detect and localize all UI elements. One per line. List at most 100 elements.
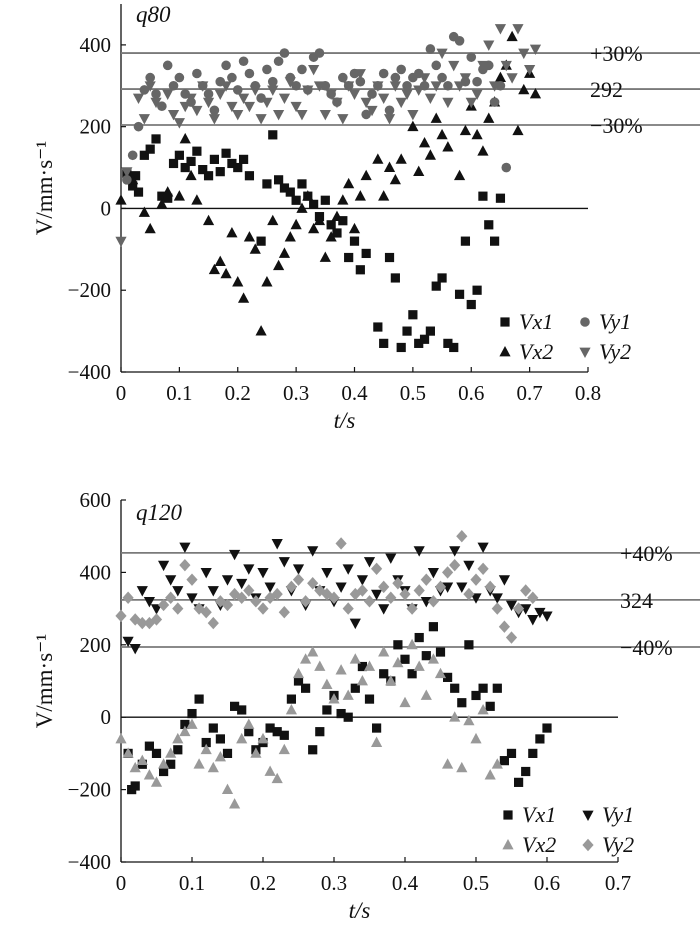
data-point	[442, 582, 454, 593]
data-point	[373, 322, 383, 332]
series-vx2	[115, 638, 503, 809]
data-point	[262, 64, 272, 75]
data-point	[418, 73, 431, 84]
data-point	[541, 611, 553, 622]
data-point	[325, 89, 337, 100]
data-point	[454, 289, 465, 299]
data-point	[349, 653, 361, 664]
y-tick-label: −400	[68, 360, 111, 384]
data-point	[157, 191, 167, 201]
legend-marker	[499, 346, 511, 357]
data-point	[158, 598, 170, 612]
reference-line-label: +40%	[620, 541, 673, 566]
data-point	[498, 575, 510, 586]
data-point	[159, 766, 169, 777]
data-point	[460, 236, 471, 246]
data-point	[413, 546, 425, 557]
data-point	[383, 161, 396, 172]
x-tick-label: 0.5	[400, 381, 426, 405]
data-point	[315, 727, 325, 737]
data-point	[197, 81, 209, 92]
data-point	[158, 560, 170, 572]
data-point	[354, 69, 366, 80]
data-point	[193, 602, 205, 615]
y-tick-label: 200	[80, 633, 112, 657]
y-tick-label: −400	[68, 850, 111, 874]
data-point	[477, 703, 489, 715]
data-point	[506, 30, 518, 42]
chart-q80: +30% 292 −30% 0 0.1 0.2 0.3 0.4 0.5 0.6 0.7 0.8 −400…	[32, 2, 700, 433]
data-point	[207, 616, 219, 630]
data-point	[185, 93, 197, 105]
data-point	[220, 267, 232, 279]
data-point	[237, 292, 250, 303]
data-point	[464, 640, 474, 650]
data-point	[514, 777, 524, 787]
y-tick-label: 0	[101, 705, 112, 729]
data-point	[379, 338, 389, 348]
data-point	[309, 199, 319, 209]
data-point	[151, 89, 161, 99]
data-point	[237, 93, 250, 105]
data-point	[130, 171, 141, 181]
data-point	[401, 89, 413, 100]
data-point	[221, 783, 234, 794]
data-point	[267, 76, 278, 87]
data-point	[249, 243, 261, 254]
data-point	[279, 730, 289, 740]
data-point	[286, 694, 296, 704]
data-point	[392, 577, 404, 590]
data-point	[229, 549, 241, 561]
data-point	[144, 222, 156, 234]
data-point	[343, 81, 355, 92]
data-point	[168, 158, 179, 169]
data-point	[527, 615, 539, 626]
data-point	[215, 734, 225, 744]
data-point	[243, 584, 255, 597]
data-point	[250, 747, 262, 758]
data-point	[313, 214, 326, 226]
data-point	[366, 105, 378, 117]
data-point	[363, 660, 376, 671]
data-point	[393, 640, 403, 650]
data-point	[378, 68, 389, 79]
data-point	[278, 743, 290, 755]
data-point	[285, 187, 295, 197]
data-point	[428, 622, 438, 632]
y-tick-label: −200	[68, 778, 111, 802]
reference-line-label: 324	[620, 588, 653, 613]
data-point	[453, 169, 466, 181]
data-point	[297, 179, 307, 189]
data-point	[220, 81, 232, 92]
data-point	[501, 162, 512, 173]
data-point	[378, 190, 390, 201]
data-point	[470, 732, 482, 744]
data-point	[292, 667, 305, 679]
data-point	[130, 781, 140, 791]
data-point	[335, 664, 347, 675]
data-point	[521, 766, 531, 777]
data-point	[320, 195, 330, 205]
legend-label: Vy2	[599, 339, 631, 364]
data-point	[151, 134, 161, 144]
data-point	[392, 656, 404, 668]
data-point	[434, 580, 447, 594]
reference-line-label: +30%	[590, 41, 643, 66]
data-point	[448, 60, 460, 72]
data-point	[232, 276, 244, 287]
data-point	[529, 44, 542, 55]
data-point	[484, 220, 494, 230]
data-point	[313, 81, 326, 92]
data-point	[168, 80, 179, 91]
x-axis-label: t/s	[334, 408, 356, 433]
data-point	[495, 193, 506, 203]
data-point	[542, 723, 552, 733]
data-point	[221, 148, 231, 158]
data-point	[262, 179, 272, 189]
x-tick-label: 0.1	[166, 381, 192, 405]
data-point	[297, 64, 307, 75]
data-point	[158, 758, 170, 769]
data-point	[384, 252, 395, 263]
data-point	[463, 587, 475, 601]
legend-label: Vy1	[599, 309, 631, 334]
